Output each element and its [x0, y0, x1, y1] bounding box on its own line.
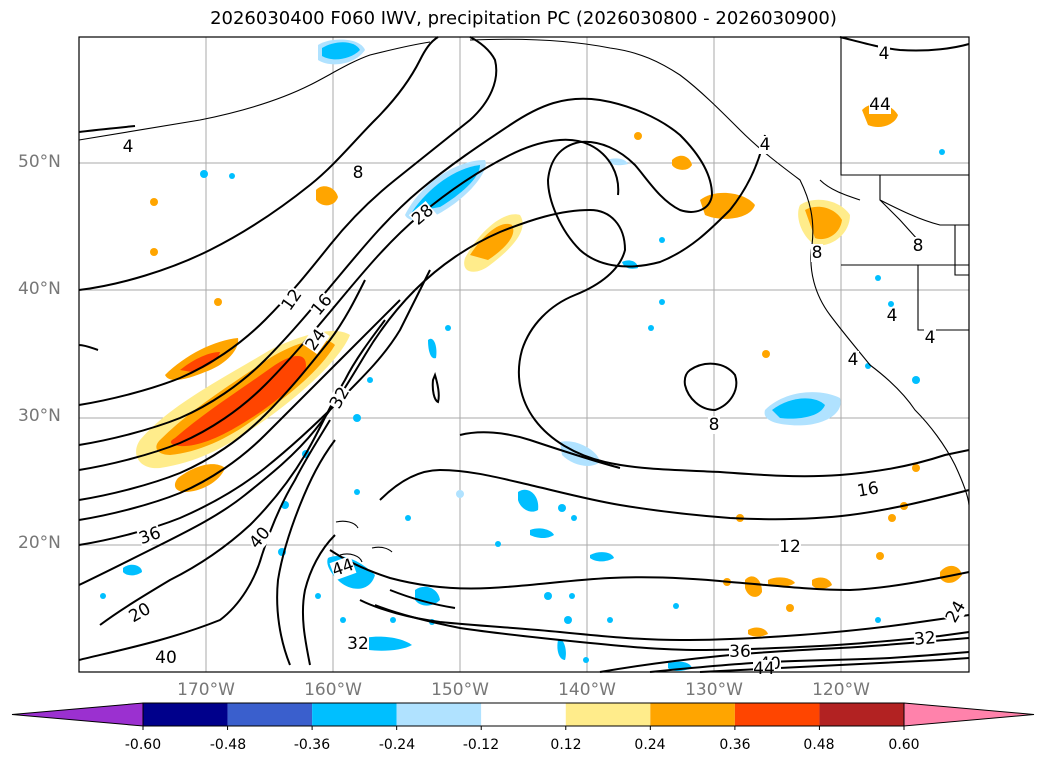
lat-label-40n: 40°N	[18, 279, 61, 299]
contour-label-bg	[246, 523, 274, 553]
contour-label-bg	[729, 643, 751, 661]
colorbar-segment	[312, 703, 397, 726]
colorbar-tick-label: -0.24	[378, 737, 416, 753]
contour-label-bg	[779, 538, 801, 556]
contour-label-bg	[125, 599, 155, 627]
map-border	[78, 36, 970, 673]
contour-label-bg	[136, 523, 164, 549]
colorbar-segment	[734, 703, 820, 726]
contour-label: 4	[123, 137, 134, 157]
colorbar-tick-label: -0.60	[124, 737, 162, 753]
contour-label: 4	[760, 135, 771, 155]
contour-label: 12	[779, 537, 801, 557]
contour-label-bg	[329, 555, 357, 581]
contour-label-bg	[708, 416, 720, 434]
colorbar-segment	[565, 703, 651, 726]
contour-label-bg	[408, 201, 438, 229]
colorbar-tick-label: 0.48	[803, 737, 835, 753]
contour-label: 4	[925, 328, 936, 348]
colorbar-extend-min	[11, 702, 144, 727]
contour-label: 8	[812, 243, 823, 263]
contour-label-bg	[811, 244, 823, 262]
contour-label-bg	[913, 629, 937, 649]
colorbar-tick-label: -0.36	[293, 737, 331, 753]
lat-label-50n: 50°N	[18, 152, 61, 172]
contour-label: 4	[879, 44, 890, 64]
contour-label-bg	[942, 597, 970, 627]
colorbar-tick-label: 0.24	[634, 737, 666, 753]
contour-label-bg	[759, 136, 771, 154]
contour-label-bg	[886, 307, 898, 325]
coastlines	[78, 37, 970, 563]
colorbar-segment	[143, 703, 228, 726]
lon-label-160w: 160°W	[304, 680, 362, 700]
lon-label-150w: 150°W	[431, 680, 489, 700]
contour-label-bg	[278, 285, 306, 315]
colorbar-extend-max	[903, 702, 1035, 727]
contour-label-bg	[912, 237, 924, 255]
colorbar-border	[142, 702, 905, 727]
contour-label-bg	[869, 96, 891, 114]
contour-label: 32	[913, 628, 936, 650]
contour-label: 16	[856, 478, 881, 501]
contour-label: 4	[887, 306, 898, 326]
colorbar	[11, 702, 1035, 730]
contour-label: 8	[913, 236, 924, 256]
lon-label-130w: 130°W	[685, 680, 743, 700]
contour-label: 36	[729, 642, 751, 662]
lat-label-20n: 20°N	[18, 533, 61, 553]
map-title: 2026030400 F060 IWV, precipitation PC (2…	[210, 8, 837, 29]
contour-label: 4	[848, 350, 859, 370]
colorbar-segment	[650, 703, 735, 726]
colorbar-tick-label: 0.60	[888, 737, 920, 753]
colorbar-tick-label: 0.12	[550, 737, 582, 753]
lat-label-30n: 30°N	[18, 406, 61, 426]
lon-label-140w: 140°W	[558, 680, 616, 700]
contour-label-bg	[847, 351, 859, 369]
colorbar-segment	[396, 703, 482, 726]
contour-label-bg	[855, 479, 881, 501]
contour-label: 8	[709, 415, 720, 435]
contour-label: 8	[353, 163, 364, 183]
colorbar-tick-label: 0.36	[719, 737, 751, 753]
contour-label-bg	[352, 164, 364, 182]
contour-label-bg	[302, 325, 330, 355]
colorbar-segment	[227, 703, 313, 726]
contour-label-bg	[878, 45, 890, 63]
colorbar-tick-label: -0.12	[462, 737, 500, 753]
contour-label-bg	[924, 329, 936, 347]
contour-label-bg	[753, 660, 775, 678]
contour-label: 40	[155, 648, 177, 668]
lon-label-120w: 120°W	[812, 680, 870, 700]
contour-label-bg	[155, 649, 177, 667]
contour-label: 32	[347, 634, 369, 654]
colorbar-tick-label: -0.48	[209, 737, 247, 753]
contour-label: 44	[753, 659, 775, 679]
contour-label: 44	[869, 95, 891, 115]
contour-label-bg	[308, 290, 336, 320]
precip-positive-shading	[136, 103, 962, 637]
contour-label-bg	[347, 635, 369, 653]
iwv-contours	[78, 36, 970, 673]
colorbar-segment	[481, 703, 566, 726]
lon-label-170w: 170°W	[177, 680, 235, 700]
colorbar-segment	[819, 703, 904, 726]
contour-label-bg	[122, 138, 134, 156]
contour-label-bg	[326, 383, 354, 413]
